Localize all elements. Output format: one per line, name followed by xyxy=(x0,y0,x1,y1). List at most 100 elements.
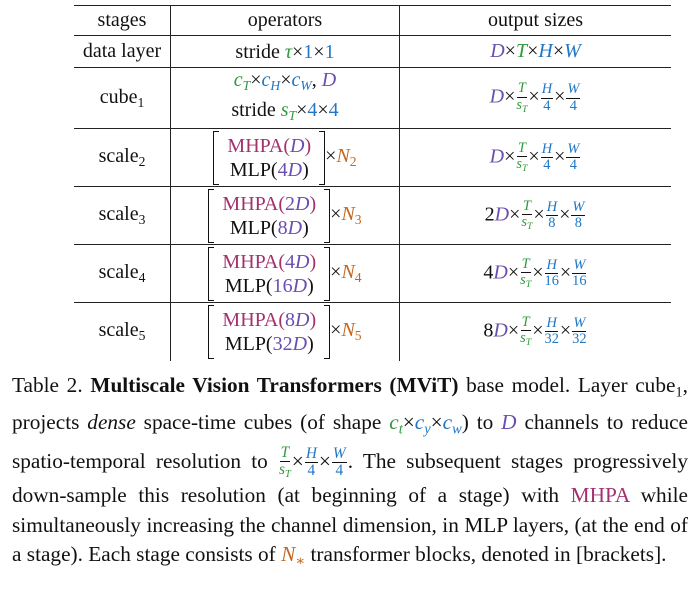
text-run: Multiscale Vision Transformers (MViT) xyxy=(90,373,459,397)
subscript: 4 xyxy=(354,270,362,286)
numerator: H xyxy=(304,446,318,464)
text-run: , xyxy=(311,69,322,91)
text-run: 4 xyxy=(307,462,316,480)
text-run: × xyxy=(330,261,342,284)
text-run: 16 xyxy=(272,274,293,297)
text-run: scale xyxy=(98,145,139,168)
left-bracket xyxy=(208,246,215,301)
caption: Table 2. Multiscale Vision Transformers … xyxy=(12,371,688,577)
text-run: × xyxy=(330,319,342,342)
text-run: 2 xyxy=(285,192,296,215)
text-run: D xyxy=(490,40,505,62)
text-run: 4 xyxy=(307,99,318,122)
numerator: W xyxy=(572,316,587,333)
fraction: H 32 xyxy=(545,316,559,347)
text-run: × xyxy=(250,69,262,91)
text-run: ) xyxy=(309,192,317,215)
numerator: H xyxy=(545,257,558,275)
operators-cell: MHPA(D) MLP(4D) ×N2 xyxy=(170,128,400,188)
subscript: 4 xyxy=(138,270,146,286)
operator-line: MLP(4D) xyxy=(227,158,311,182)
stage-cell: scale4 xyxy=(74,244,171,304)
text-run: 32 xyxy=(544,331,559,348)
text-run: Table 2. xyxy=(12,373,91,397)
operator-line: MLP(8D) xyxy=(222,216,316,240)
subscript: T xyxy=(288,108,297,124)
left-bracket xyxy=(208,304,215,359)
denominator: 32 xyxy=(572,332,586,347)
stage-cell: cube1 xyxy=(74,66,171,130)
text-run: MHPA( xyxy=(227,134,291,157)
text-run: MHPA( xyxy=(222,250,286,273)
subscript: 3 xyxy=(138,212,146,228)
text-run: 1 xyxy=(303,40,314,63)
text-run: W xyxy=(573,257,586,274)
text-run: W xyxy=(332,445,346,463)
numerator: T xyxy=(521,198,532,216)
text-run: 4 xyxy=(569,157,577,174)
denominator: sT xyxy=(520,331,531,348)
subscript: y xyxy=(424,421,431,438)
text-run: W xyxy=(572,199,585,216)
text-run: D xyxy=(287,158,303,181)
subscript: 1 xyxy=(675,384,683,401)
text-run: scale xyxy=(98,203,139,226)
text-run: T xyxy=(521,314,530,331)
operator-lines: MHPA(D) MLP(4D) xyxy=(227,134,311,182)
bracket-group: MHPA(4D) MLP(16D) ×N4 xyxy=(208,246,362,301)
repeat-count: ×N5 xyxy=(330,319,361,344)
text-run: H xyxy=(541,81,553,98)
operator-line: MLP(16D) xyxy=(222,274,316,298)
denominator: 8 xyxy=(575,216,582,231)
text-run: × xyxy=(317,99,329,122)
subscript: 2 xyxy=(349,154,357,170)
text-run: 4 xyxy=(569,97,577,114)
subscript: T xyxy=(521,103,528,115)
stage-cell: scale3 xyxy=(74,186,171,246)
text-run: base model. Layer cube xyxy=(458,373,676,397)
architecture-table: stages operators output sizes data layer… xyxy=(74,5,671,361)
numerator: H xyxy=(540,141,554,159)
text-run: T xyxy=(521,255,530,272)
text-run: stride xyxy=(235,40,285,63)
stage-cell: scale5 xyxy=(74,302,171,361)
text-run: 4 xyxy=(277,158,288,181)
text-run: 4 xyxy=(543,97,551,114)
text-run: × xyxy=(430,409,443,434)
text-run: N xyxy=(341,203,355,226)
text-run: ) xyxy=(302,216,309,239)
text-run: D xyxy=(489,145,505,168)
bracket-group: MHPA(D) MLP(4D) ×N2 xyxy=(213,130,357,185)
text-run: × xyxy=(559,261,572,284)
text-run: dense xyxy=(87,409,136,434)
text-run: 8 xyxy=(285,308,296,331)
left-bracket xyxy=(213,130,220,185)
subscript: T xyxy=(525,337,532,349)
text-run: τ xyxy=(284,40,293,63)
text-run: 8 xyxy=(548,215,556,232)
text-run: D xyxy=(292,274,308,297)
operators-cell: MHPA(2D) MLP(8D) ×N3 xyxy=(170,186,400,246)
text-run: 32 xyxy=(272,332,293,355)
text-run: s xyxy=(516,96,522,113)
text-run: × xyxy=(532,261,544,284)
text-run: 4 xyxy=(328,99,339,122)
text-run: H xyxy=(538,40,553,62)
text-run: D xyxy=(290,134,305,157)
text-run: s xyxy=(520,330,526,347)
header-cell: operators xyxy=(170,5,400,36)
text-run: . The subsequent stages progressively do… xyxy=(12,448,688,508)
numerator: W xyxy=(566,141,581,159)
numerator: T xyxy=(520,255,531,274)
text-run: ) xyxy=(307,274,314,297)
